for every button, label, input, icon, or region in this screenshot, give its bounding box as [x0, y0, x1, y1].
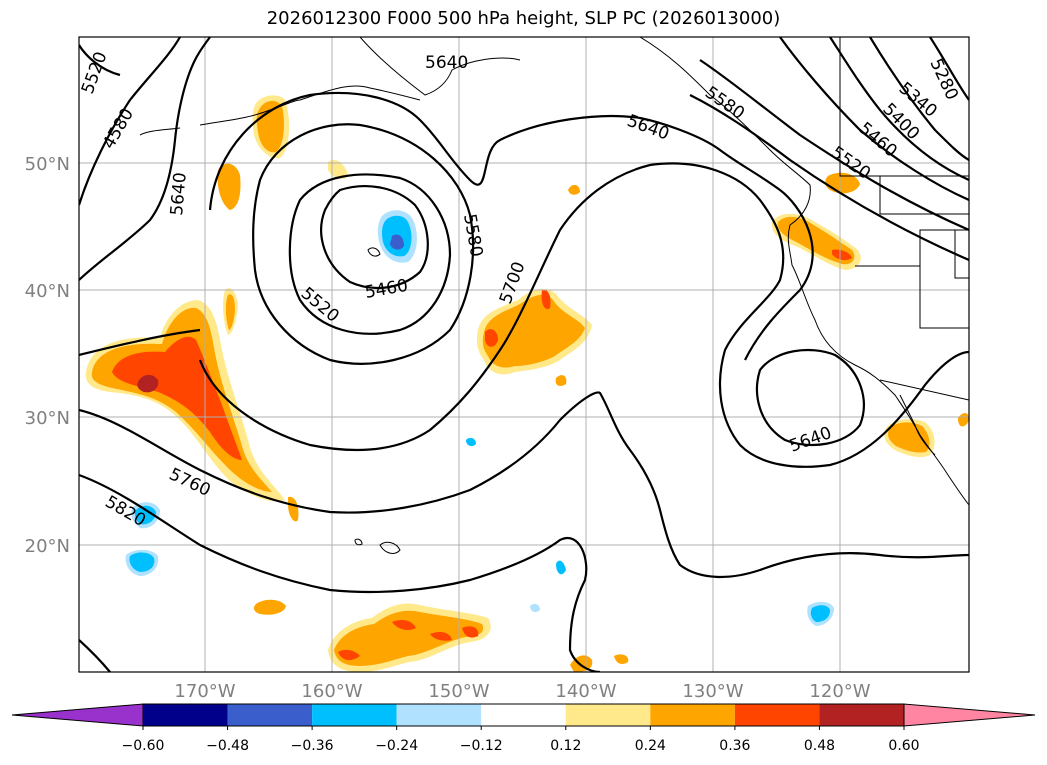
lon-label: 120°W [809, 681, 870, 702]
contour-5640-cutoff [756, 348, 865, 447]
colorbar-segment [650, 704, 735, 726]
colorbar-tick-label: −0.12 [460, 738, 503, 754]
map-title: 2026012300 F000 500 hPa height, SLP PC (… [266, 8, 781, 29]
colorbar-tick-label: −0.48 [206, 738, 249, 754]
lon-label: 140°W [555, 681, 616, 702]
colorbar-segment [227, 704, 313, 726]
colorbar-segment [481, 704, 566, 726]
colorbar-segment [734, 704, 820, 726]
colorbar: −0.60 −0.48 −0.36 −0.24 −0.12 0.12 0.24 0.36 0.4… [11, 703, 1036, 754]
contour-5760 [79, 391, 969, 578]
contour-label: 5640 [167, 172, 191, 217]
colorbar-tick-label: 0.24 [635, 738, 666, 754]
lat-label: 50°N [25, 154, 70, 175]
lon-labels: 170°W 160°W 150°W 140°W 130°W 120°W [174, 681, 870, 702]
contour-5520-nw [79, 44, 121, 77]
colorbar-segment [819, 704, 904, 726]
colorbar-tick-label: 0.12 [550, 738, 581, 754]
colorbar-tick-label: −0.36 [291, 738, 334, 754]
contour-5460-ne [779, 37, 969, 202]
colorbar-segment [143, 704, 228, 726]
contour-5520-low [288, 173, 452, 335]
colorbar-tick-label: 0.48 [804, 738, 835, 754]
contour-5700 [198, 162, 969, 468]
lat-labels: 50°N 40°N 30°N 20°N [25, 154, 70, 557]
colorbar-extend-min [11, 703, 144, 727]
height-contours [79, 37, 969, 672]
lat-label: 20°N [25, 536, 70, 557]
contour-5580-low [252, 123, 475, 365]
contour-5400-ne [829, 37, 969, 182]
lon-label: 150°W [428, 681, 489, 702]
colorbar-tick-label: −0.24 [375, 738, 418, 754]
colorbar-frame [142, 703, 905, 727]
contour-5820 [79, 473, 601, 672]
coastlines [139, 37, 969, 554]
colorbar-tick-label: 0.36 [719, 738, 750, 754]
lon-label: 170°W [174, 681, 235, 702]
colorbar-tick-label: 0.60 [888, 738, 919, 754]
lon-label: 160°W [301, 681, 362, 702]
lat-label: 30°N [25, 408, 70, 429]
anomaly-shading [85, 95, 969, 672]
colorbar-segment [565, 704, 651, 726]
contour-5640-main [208, 91, 814, 361]
lat-label: 40°N [25, 281, 70, 302]
contour-label: 5640 [425, 53, 468, 73]
contour-5580-ne [689, 94, 969, 262]
colorbar-segment [312, 704, 397, 726]
colorbar-extend-max [903, 703, 1036, 727]
plot-border [78, 36, 970, 673]
colorbar-segment [396, 704, 482, 726]
colorbar-tick-label: −0.60 [122, 738, 165, 754]
contour-5520-ne [699, 59, 969, 232]
lon-label: 130°W [682, 681, 743, 702]
contour-5460-low [320, 185, 429, 289]
contour-5280-ne [929, 37, 969, 101]
contour-5340-ne [869, 37, 969, 161]
